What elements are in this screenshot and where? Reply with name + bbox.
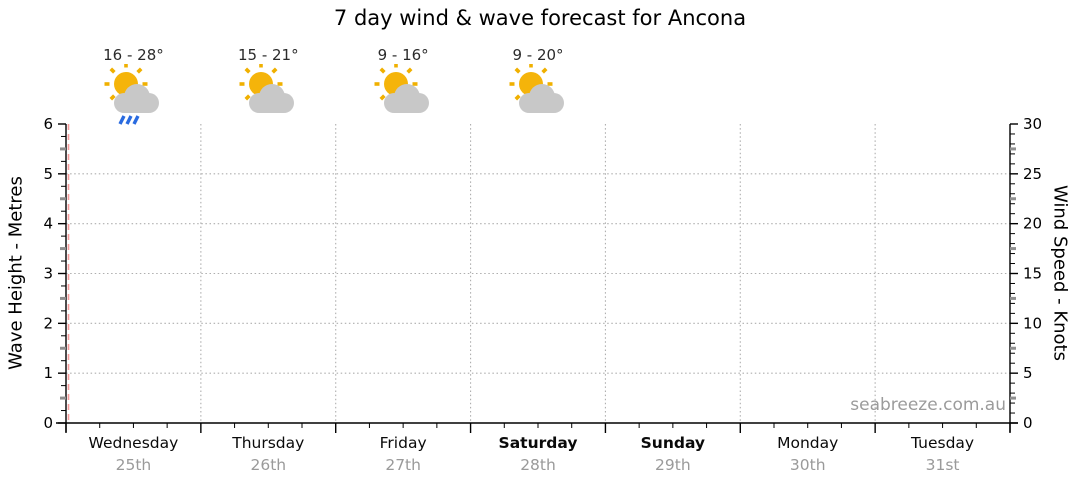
day-name-label: Saturday bbox=[498, 434, 578, 452]
day-name-label: Friday bbox=[379, 434, 427, 452]
left-axis-tick-label: 5 bbox=[43, 165, 53, 183]
right-axis-tick-label: 15 bbox=[1023, 265, 1042, 283]
temp-range-label: 9 - 20° bbox=[512, 46, 564, 64]
left-axis-tick-label: 6 bbox=[43, 115, 53, 133]
day-date-label: 29th bbox=[655, 456, 691, 474]
day-date-label: 25th bbox=[115, 456, 152, 474]
right-axis-tick-label: 30 bbox=[1023, 115, 1042, 133]
day-date-label: 31st bbox=[925, 456, 960, 474]
right-axis-tick-label: 25 bbox=[1023, 165, 1042, 183]
day-date-label: 30th bbox=[789, 456, 826, 474]
partly-cloudy-icon bbox=[505, 64, 571, 130]
left-axis-tick-label: 1 bbox=[43, 364, 53, 382]
right-axis-tick-label: 10 bbox=[1023, 314, 1042, 332]
temp-range-label: 15 - 21° bbox=[237, 46, 299, 64]
day-name-label: Tuesday bbox=[911, 434, 975, 452]
temp-range-label: 9 - 16° bbox=[377, 46, 429, 64]
day-date-label: 28th bbox=[520, 456, 556, 474]
partly-cloudy-icon bbox=[370, 64, 436, 130]
day-name-label: Thursday bbox=[232, 434, 305, 452]
partly-cloudy-rain-icon bbox=[100, 64, 166, 130]
right-axis-tick-label: 5 bbox=[1023, 364, 1033, 382]
left-axis-tick-label: 2 bbox=[43, 314, 53, 332]
day-date-label: 27th bbox=[385, 456, 421, 474]
day-name-label: Sunday bbox=[640, 434, 706, 452]
day-date-label: 26th bbox=[250, 456, 287, 474]
right-axis-tick-label: 0 bbox=[1023, 414, 1033, 432]
day-name-label: Monday bbox=[777, 434, 839, 452]
watermark: seabreeze.com.au bbox=[850, 395, 1006, 415]
left-axis-tick-label: 0 bbox=[43, 414, 53, 432]
partly-cloudy-icon bbox=[235, 64, 301, 130]
day-name-label: Wednesday bbox=[88, 434, 179, 452]
page-title: 7 day wind & wave forecast for Ancona bbox=[333, 6, 747, 30]
left-axis-tick-label: 4 bbox=[43, 215, 53, 233]
left-axis-tick-label: 3 bbox=[43, 265, 53, 283]
right-axis-tick-label: 20 bbox=[1023, 215, 1042, 233]
temp-range-label: 16 - 28° bbox=[103, 46, 164, 64]
